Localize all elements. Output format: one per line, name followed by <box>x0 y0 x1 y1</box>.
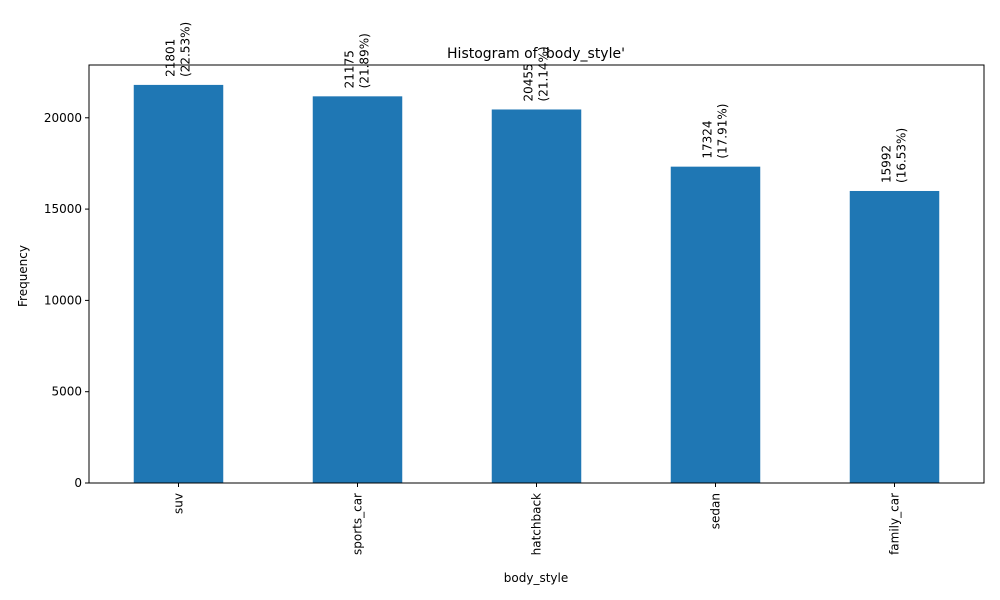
x-tick-label-sedan: sedan <box>709 493 723 529</box>
bar-sports_car <box>312 96 403 484</box>
bar-count-label: 17324 <box>701 120 715 158</box>
bar-count-label: 21801 <box>164 39 178 77</box>
x-tick-label-sports_car: sports_car <box>351 493 365 555</box>
plot-frame <box>88 64 985 484</box>
y-tick-label-20000: 20000 <box>44 111 82 125</box>
bar-count-label: 15992 <box>880 145 894 183</box>
bar-count-label: 21175 <box>343 50 357 88</box>
x-tick-label-hatchback: hatchback <box>530 493 544 555</box>
bar-value-label-family_car: 15992(16.53%) <box>880 128 909 183</box>
bar-percent-label: (22.53%) <box>179 22 193 77</box>
chart-title: Histogram of 'body_style' <box>447 46 625 62</box>
bar-family_car <box>849 190 940 483</box>
bar-sedan <box>670 166 761 483</box>
y-tick-label-10000: 10000 <box>44 293 82 307</box>
bar-percent-label: (21.89%) <box>358 33 372 88</box>
plot-area: 21801(22.53%) suv 21175(21.89%) sports_car 2… <box>44 22 985 555</box>
y-tick-label-15000: 15000 <box>44 202 82 216</box>
bar-value-label-suv: 21801(22.53%) <box>164 22 193 77</box>
bar-percent-label: (21.14%) <box>537 46 551 101</box>
y-tick-label-0: 0 <box>74 476 82 490</box>
bar-percent-label: (17.91%) <box>716 104 730 159</box>
x-tick-label-suv: suv <box>172 493 186 514</box>
bar-suv <box>133 84 224 483</box>
bar-hatchback <box>491 109 582 484</box>
bar-count-label: 20455 <box>522 63 536 101</box>
bar-value-label-sports_car: 21175(21.89%) <box>343 33 372 88</box>
bar-percent-label: (16.53%) <box>895 128 909 183</box>
y-axis-label: Frequency <box>16 245 30 307</box>
y-tick-label-5000: 5000 <box>51 385 82 399</box>
bar-value-label-hatchback: 20455(21.14%) <box>522 46 551 101</box>
bar-value-label-sedan: 17324(17.91%) <box>701 104 730 159</box>
x-axis-label: body_style <box>504 571 568 585</box>
x-tick-label-family_car: family_car <box>888 493 902 555</box>
